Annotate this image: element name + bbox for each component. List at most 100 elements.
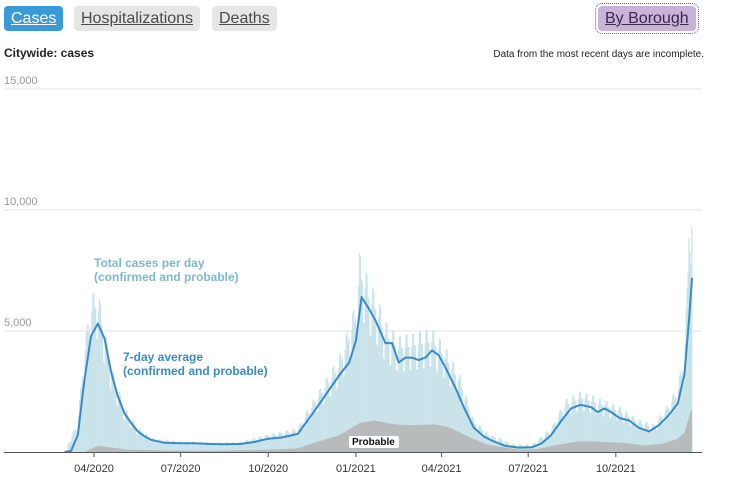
daily-case-bar [507,442,509,452]
daily-case-bar [241,442,243,452]
daily-case-bar [188,442,190,452]
daily-case-bar [685,309,687,452]
daily-case-bar [371,303,373,452]
daily-case-bar [176,444,178,452]
daily-case-bar [386,323,388,452]
y-tick-label: 10,000 [4,196,38,208]
daily-case-bar [437,349,440,452]
daily-case-bar [284,432,286,452]
daily-case-bar [107,358,109,452]
daily-case-bar [473,419,475,452]
tab-cases[interactable]: Cases [4,6,64,31]
daily-case-bar [563,417,565,452]
daily-case-bar [167,441,169,452]
daily-case-bar [526,444,528,452]
daily-case-bar [330,395,332,452]
by-borough-button[interactable]: By Borough [595,3,699,34]
daily-case-bar [148,437,150,452]
daily-case-bar [690,264,692,452]
daily-case-bar [207,443,209,452]
daily-case-bar [309,420,311,452]
daily-case-bar [568,403,570,452]
daily-case-bar [571,402,573,452]
daily-case-bar [576,411,579,452]
daily-case-bar [228,443,230,452]
daily-case-bar [485,431,487,452]
daily-case-bar [390,365,392,452]
daily-case-bar [447,362,449,452]
daily-case-bar [286,430,288,452]
daily-case-bar [225,442,227,452]
tab-hospitalizations[interactable]: Hospitalizations [74,6,201,31]
daily-case-bar [336,388,339,452]
daily-case-bar [236,445,239,452]
daily-case-bar [549,436,551,452]
daily-case-bar [488,435,490,452]
daily-case-bar [226,442,228,452]
daily-case-bar [652,424,654,452]
daily-case-bar [222,445,224,452]
daily-case-bar [497,439,500,452]
daily-case-bar [256,441,258,452]
daily-case-bar [513,443,515,452]
daily-case-bar [105,336,107,452]
daily-case-bar [557,417,560,452]
x-tick-label: 07/2020 [161,463,201,475]
daily-case-bar [670,415,672,452]
daily-case-bar [446,349,448,452]
daily-case-bar [399,335,402,452]
daily-case-bar [391,341,393,452]
daily-case-bar [210,445,212,452]
daily-case-bar [572,395,574,452]
daily-case-bar [422,368,424,452]
x-tick-label: 07/2021 [508,463,548,475]
daily-case-bar [643,430,645,452]
tab-deaths[interactable]: Deaths [212,6,277,31]
daily-case-bar [366,275,368,452]
daily-case-bar [308,412,310,452]
daily-case-bar [227,443,229,452]
daily-case-bar [349,362,351,452]
daily-case-bar [159,439,162,452]
daily-case-bar [152,438,154,452]
daily-case-bar [304,418,306,452]
daily-case-bar [655,424,657,452]
daily-case-bar [641,423,643,452]
daily-case-bar [544,435,546,452]
daily-case-bar [229,445,231,452]
daily-case-bar [444,357,446,452]
daily-case-bar [76,432,78,452]
daily-case-bar [235,443,237,452]
daily-case-bar [283,437,285,452]
daily-case-bar [425,330,427,452]
daily-case-bar [534,443,536,452]
daily-case-bar [276,438,278,452]
daily-case-bar [363,323,365,452]
daily-case-bar [320,393,322,452]
daily-case-bar [601,405,603,452]
daily-case-bar [467,406,469,452]
daily-case-bar [195,443,197,452]
daily-case-bar [565,399,567,452]
daily-case-bar [426,329,428,452]
daily-case-bar [194,442,196,452]
daily-case-bar [253,438,255,452]
daily-case-bar [88,325,90,452]
daily-case-bar [119,394,122,452]
daily-case-bar [287,432,289,452]
daily-case-bar [139,429,142,452]
daily-case-bar [495,438,497,452]
daily-case-bar [305,412,307,452]
daily-case-bar [528,445,530,452]
annotation-total-line2: (confirmed and probable) [94,270,239,284]
daily-case-bar [100,325,103,452]
daily-case-bar [356,340,358,452]
daily-case-bar [173,440,175,452]
daily-case-bar [632,415,634,452]
daily-case-bar [87,331,89,452]
daily-case-bar [664,412,666,452]
daily-case-bar [244,441,246,452]
daily-case-bar [608,407,610,452]
daily-case-bar [614,409,616,452]
daily-case-bar [175,442,177,452]
